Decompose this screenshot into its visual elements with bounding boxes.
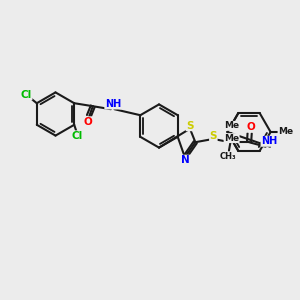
Text: O: O <box>246 122 255 132</box>
Text: S: S <box>186 121 194 131</box>
Text: Me: Me <box>278 128 293 136</box>
Text: N: N <box>181 155 190 165</box>
Text: NH: NH <box>261 136 277 146</box>
Text: CH₃: CH₃ <box>219 152 236 161</box>
Text: Me: Me <box>224 122 239 130</box>
Text: NH: NH <box>105 99 121 109</box>
Text: Cl: Cl <box>21 90 32 100</box>
Text: O: O <box>83 117 92 127</box>
Text: S: S <box>210 130 217 141</box>
Text: NH: NH <box>105 99 121 109</box>
Text: Me: Me <box>224 134 239 142</box>
Text: Cl: Cl <box>72 131 83 141</box>
